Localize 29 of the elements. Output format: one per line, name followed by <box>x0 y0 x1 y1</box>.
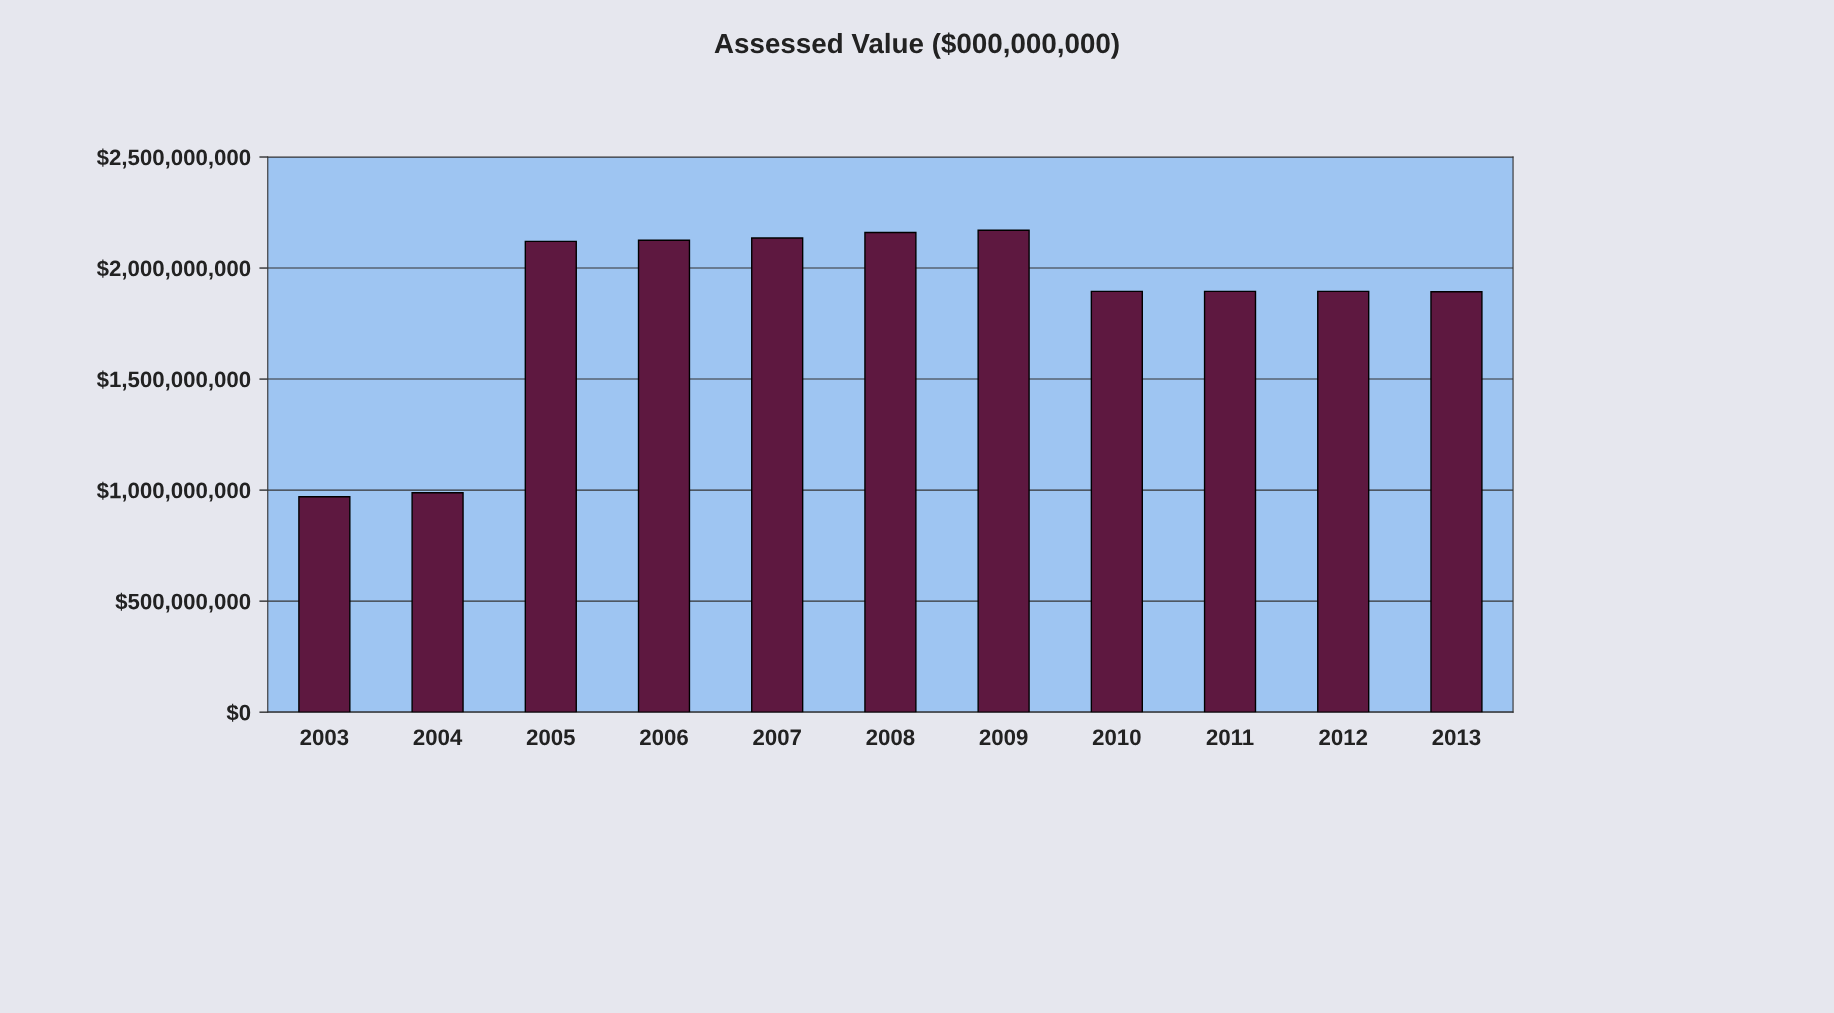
x-tick-label: 2003 <box>300 729 349 746</box>
x-tick-label: 2013 <box>1432 729 1481 746</box>
y-tick-label: $1,000,000,000 <box>96 481 251 502</box>
bar <box>1203 290 1257 713</box>
bar <box>1430 291 1483 713</box>
x-tick-label: 2007 <box>753 729 801 746</box>
x-tick-label: 2010 <box>1092 729 1141 746</box>
x-tick-label: 2008 <box>866 729 915 746</box>
bar <box>1090 290 1143 713</box>
y-tick-label: $2,000,000,000 <box>96 259 251 280</box>
x-tick-label: 2004 <box>413 729 463 746</box>
y-tick-label: $500,000,000 <box>115 592 251 613</box>
x-tick-label: 2005 <box>526 729 575 746</box>
bar <box>751 237 804 713</box>
bar <box>298 496 351 713</box>
x-tick-label: 2012 <box>1319 729 1368 746</box>
x-tick-label: 2006 <box>640 729 688 746</box>
y-tick-label: $1,500,000,000 <box>96 370 251 391</box>
bar <box>977 229 1030 713</box>
y-tick-label: $0 <box>226 703 251 722</box>
bar <box>637 239 691 713</box>
bar <box>411 492 464 713</box>
chart-title: Assessed Value ($000,000,000) <box>714 32 1119 59</box>
x-tick-label: 2011 <box>1206 729 1254 746</box>
bar <box>864 231 917 713</box>
y-tick-label: $2,500,000,000 <box>96 148 251 169</box>
x-tick-label: 2009 <box>979 729 1028 746</box>
bar <box>524 240 577 713</box>
bar <box>1317 290 1370 713</box>
